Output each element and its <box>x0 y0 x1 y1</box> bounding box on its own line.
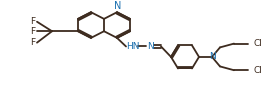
Text: N: N <box>147 42 153 51</box>
Text: N: N <box>209 52 215 61</box>
Text: Cl: Cl <box>254 39 263 48</box>
Text: F: F <box>30 38 36 47</box>
Text: F: F <box>30 17 36 26</box>
Text: Cl: Cl <box>254 66 263 75</box>
Text: F: F <box>30 27 36 36</box>
Text: N: N <box>114 1 122 11</box>
Text: HN: HN <box>126 42 140 51</box>
